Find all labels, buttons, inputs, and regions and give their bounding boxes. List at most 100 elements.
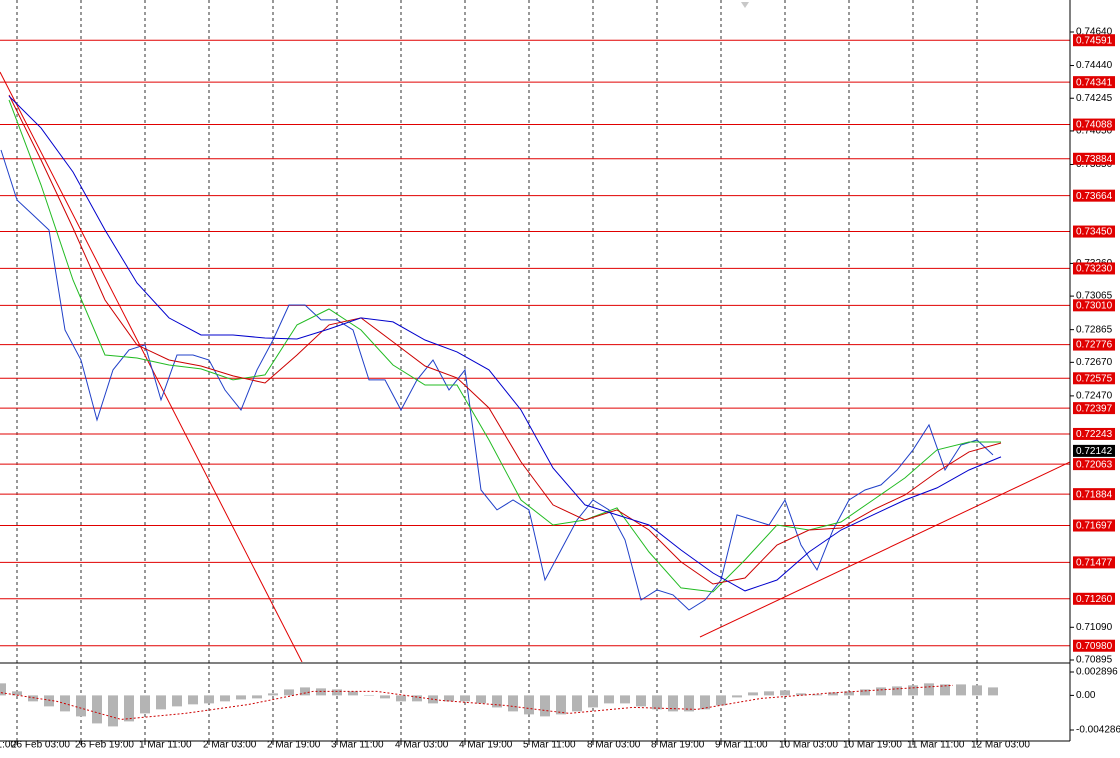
histogram-bar xyxy=(44,695,54,707)
level-label: 0.74088 xyxy=(1073,118,1115,131)
level-label-text: 0.72776 xyxy=(1076,340,1113,351)
level-label-box xyxy=(1073,556,1115,569)
histogram-bar xyxy=(220,695,230,702)
level-label-box xyxy=(1073,519,1115,532)
histogram-bar xyxy=(12,691,22,696)
x-tick-label: 4 Mar 03:00 xyxy=(395,740,449,751)
histogram-bar xyxy=(572,695,582,712)
x-tick-label: 12 Mar 03:00 xyxy=(971,740,1030,751)
histogram-bar xyxy=(0,683,6,696)
main-plot xyxy=(0,39,1070,662)
histogram-bar xyxy=(348,691,358,696)
y-tick-label: 0.74245 xyxy=(1076,93,1113,104)
level-label-box xyxy=(1073,189,1115,202)
x-tick-label: 5 Mar 11:00 xyxy=(523,740,576,751)
histogram-bar xyxy=(252,695,262,699)
y-tick-label: 0.73065 xyxy=(1076,291,1113,302)
level-label: 0.70980 xyxy=(1073,639,1115,652)
x-tick-label: 1:00 xyxy=(0,740,16,751)
histogram-bar xyxy=(844,691,854,696)
level-label: 0.73664 xyxy=(1073,189,1115,202)
level-label: 0.71884 xyxy=(1073,488,1115,500)
histogram-bar xyxy=(76,695,86,717)
level-label: 0.74591 xyxy=(1073,34,1115,46)
level-label-box xyxy=(1073,34,1115,47)
histogram-bar xyxy=(108,695,118,727)
level-label-text: 0.73450 xyxy=(1076,227,1113,238)
y-tick-label: 0.00 xyxy=(1076,690,1096,701)
histogram-bar xyxy=(940,684,950,696)
moving-average xyxy=(8,99,1001,593)
y-tick-label: -0.004286 xyxy=(1076,725,1120,736)
level-label-text: 0.71697 xyxy=(1076,521,1113,532)
histogram-bar xyxy=(476,695,486,704)
shift-marker xyxy=(741,2,749,8)
last-price-text: 0.72142 xyxy=(1076,446,1113,457)
histogram-bar xyxy=(876,687,886,696)
level-label-box xyxy=(1073,152,1115,165)
level-label: 0.72243 xyxy=(1073,427,1115,440)
histogram-bar xyxy=(748,692,758,696)
last-price-box xyxy=(1073,444,1115,457)
level-label-box xyxy=(1073,262,1115,275)
level-label-text: 0.73884 xyxy=(1076,154,1113,165)
histogram-bar xyxy=(764,691,774,696)
histogram-bar xyxy=(156,695,166,710)
histogram-bar xyxy=(908,685,918,696)
level-label: 0.71477 xyxy=(1073,556,1115,569)
histogram-bar xyxy=(396,695,406,702)
level-label: 0.72575 xyxy=(1073,372,1115,384)
level-label-text: 0.73010 xyxy=(1076,300,1113,311)
level-label: 0.74341 xyxy=(1073,76,1115,88)
histogram-bar xyxy=(188,695,198,705)
level-label: 0.71260 xyxy=(1073,592,1115,605)
x-tick-label: 4 Mar 19:00 xyxy=(459,740,513,751)
x-tick-label: 8 Mar 03:00 xyxy=(587,740,641,751)
x-tick-label: 8 Mar 19:00 xyxy=(651,740,705,751)
histogram-bar xyxy=(492,695,502,708)
histogram-bar xyxy=(860,689,870,696)
histogram-bar xyxy=(172,695,182,707)
histogram-bar xyxy=(284,689,294,696)
level-label-box xyxy=(1073,402,1115,415)
level-label-box xyxy=(1073,592,1115,605)
y-tick-label: 0.72865 xyxy=(1076,324,1113,335)
level-label-text: 0.71884 xyxy=(1076,489,1113,500)
level-label-box xyxy=(1073,639,1115,652)
level-label-text: 0.72063 xyxy=(1076,459,1113,470)
histogram-bar xyxy=(140,695,150,714)
y-tick-label: 0.72470 xyxy=(1076,391,1113,402)
x-tick-label: 26 Feb 03:00 xyxy=(11,740,70,751)
level-label-text: 0.72243 xyxy=(1076,429,1113,440)
histogram-bar xyxy=(556,695,566,715)
x-tick-label: 1 Mar 11:00 xyxy=(139,740,192,751)
histogram-bar xyxy=(460,695,470,702)
histogram-bar xyxy=(620,695,630,704)
histogram-bar xyxy=(588,695,598,708)
last-price-label: 0.72142 xyxy=(1073,444,1115,457)
histogram-bar xyxy=(636,695,646,707)
moving-average xyxy=(8,94,1002,585)
histogram-bar xyxy=(428,695,438,704)
histogram-bar xyxy=(956,684,966,696)
level-label-box xyxy=(1073,225,1115,238)
level-label-box xyxy=(1073,338,1115,351)
histogram-bar xyxy=(796,693,806,696)
moving-average xyxy=(8,95,1002,592)
level-label-text: 0.74591 xyxy=(1076,35,1113,46)
level-label-text: 0.72397 xyxy=(1076,403,1113,414)
level-label: 0.72063 xyxy=(1073,458,1115,470)
y-tick-label: 0.74050 xyxy=(1076,126,1113,137)
level-label: 0.73884 xyxy=(1073,152,1115,165)
level-label-text: 0.71260 xyxy=(1076,594,1113,605)
histogram-bar xyxy=(732,695,742,698)
x-tick-label: 3 Mar 11:00 xyxy=(331,740,384,751)
oscillator-plot xyxy=(0,683,998,727)
histogram-bar xyxy=(988,687,998,696)
x-tick-label: 26 Feb 19:00 xyxy=(75,740,134,751)
level-label-text: 0.74088 xyxy=(1076,120,1113,131)
histogram-bar xyxy=(812,694,822,696)
histogram-bar xyxy=(924,683,934,696)
level-label-box xyxy=(1073,118,1115,131)
